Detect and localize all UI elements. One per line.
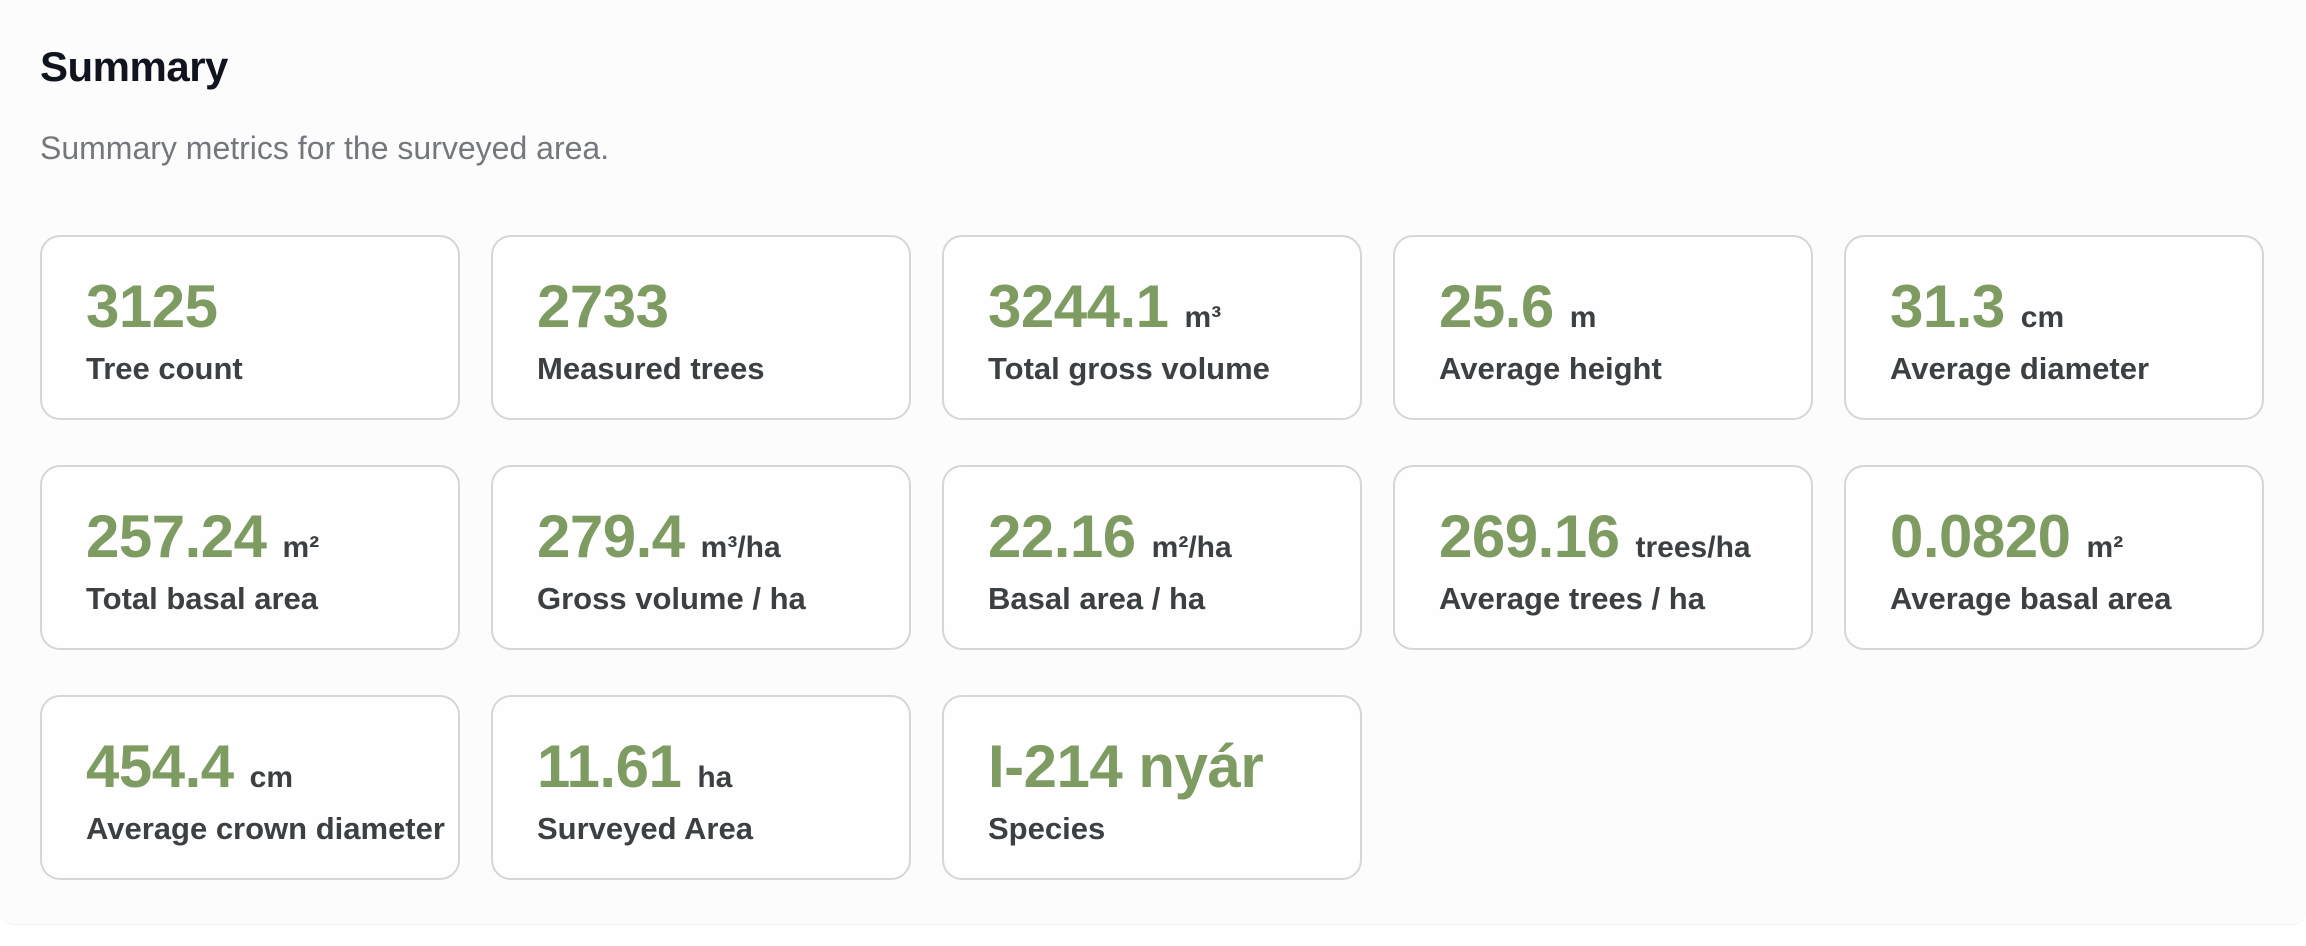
- metric-value-row: 31.3 cm: [1890, 277, 2242, 337]
- metric-value: 0.0820: [1890, 503, 2071, 570]
- metric-label: Species: [988, 811, 1106, 846]
- metric-card: 3125 Tree count: [40, 235, 460, 420]
- metric-value-row: 22.16 m²/ha: [988, 507, 1340, 567]
- metric-value-row: 0.0820 m²: [1890, 507, 2242, 567]
- metric-value: 11.61: [537, 733, 682, 800]
- metric-unit: m²: [282, 531, 320, 564]
- metric-value: 31.3: [1890, 273, 2005, 340]
- metric-value-row: 2733: [537, 277, 889, 337]
- metric-value: 25.6: [1439, 273, 1554, 340]
- metric-label: Average crown diameter: [86, 811, 445, 846]
- metric-card: 22.16 m²/ha Basal area / ha: [942, 465, 1362, 650]
- metric-value: 279.4: [537, 503, 685, 570]
- metric-label: Average height: [1439, 351, 1662, 386]
- metric-unit: m: [1569, 301, 1597, 334]
- metric-card: 31.3 cm Average diameter: [1844, 235, 2264, 420]
- metric-card: 2733 Measured trees: [491, 235, 911, 420]
- metric-card: 257.24 m² Total basal area: [40, 465, 460, 650]
- metric-value-row: 269.16 trees/ha: [1439, 507, 1791, 567]
- page-title: Summary: [40, 43, 228, 90]
- metric-card: 25.6 m Average height: [1393, 235, 1813, 420]
- metric-unit: m²: [2086, 531, 2124, 564]
- metric-value-row: 257.24 m²: [86, 507, 438, 567]
- metric-label: Average trees / ha: [1439, 581, 1705, 616]
- page-subtitle: Summary metrics for the surveyed area.: [40, 130, 610, 166]
- metric-value-row: I-214 nyár: [988, 737, 1340, 797]
- metric-value: 454.4: [86, 733, 234, 800]
- metric-label: Basal area / ha: [988, 581, 1206, 616]
- metric-card: 279.4 m³/ha Gross volume / ha: [491, 465, 911, 650]
- metric-unit: trees/ha: [1635, 531, 1751, 564]
- metric-value-row: 279.4 m³/ha: [537, 507, 889, 567]
- metric-value: 269.16: [1439, 503, 1620, 570]
- metric-value: 3244.1: [988, 273, 1169, 340]
- metric-value: 2733: [537, 273, 669, 340]
- metric-unit: cm: [249, 761, 294, 794]
- metric-value: I-214 nyár: [988, 733, 1264, 800]
- metric-card: 454.4 cm Average crown diameter: [40, 695, 460, 880]
- metric-label: Total basal area: [86, 581, 319, 616]
- metric-label: Total gross volume: [988, 351, 1270, 386]
- metric-unit: m²/ha: [1151, 531, 1232, 564]
- metric-card: 11.61 ha Surveyed Area: [491, 695, 911, 880]
- metric-unit: m³: [1184, 301, 1222, 334]
- metric-unit: cm: [2020, 301, 2065, 334]
- metric-value-row: 3125: [86, 277, 438, 337]
- metric-value-row: 25.6 m: [1439, 277, 1791, 337]
- metric-value-row: 11.61 ha: [537, 737, 889, 797]
- metric-value-row: 454.4 cm: [86, 737, 438, 797]
- metric-value: 22.16: [988, 503, 1136, 570]
- metric-value: 257.24: [86, 503, 267, 570]
- metric-unit: m³/ha: [700, 531, 781, 564]
- metric-label: Tree count: [86, 351, 243, 386]
- summary-section: Summary Summary metrics for the surveyed…: [40, 43, 2266, 880]
- metric-cards-grid: 3125 Tree count 2733 Measured trees 3244…: [40, 235, 2266, 880]
- metric-label: Average basal area: [1890, 581, 2172, 616]
- metric-card: I-214 nyár Species: [942, 695, 1362, 880]
- metric-label: Measured trees: [537, 351, 765, 386]
- metric-card: 3244.1 m³ Total gross volume: [942, 235, 1362, 420]
- metric-unit: ha: [697, 761, 733, 794]
- metric-card: 0.0820 m² Average basal area: [1844, 465, 2264, 650]
- metric-label: Surveyed Area: [537, 811, 753, 846]
- metric-label: Average diameter: [1890, 351, 2150, 386]
- metric-value: 3125: [86, 273, 218, 340]
- metric-card: 269.16 trees/ha Average trees / ha: [1393, 465, 1813, 650]
- metric-label: Gross volume / ha: [537, 581, 806, 616]
- metric-value-row: 3244.1 m³: [988, 277, 1340, 337]
